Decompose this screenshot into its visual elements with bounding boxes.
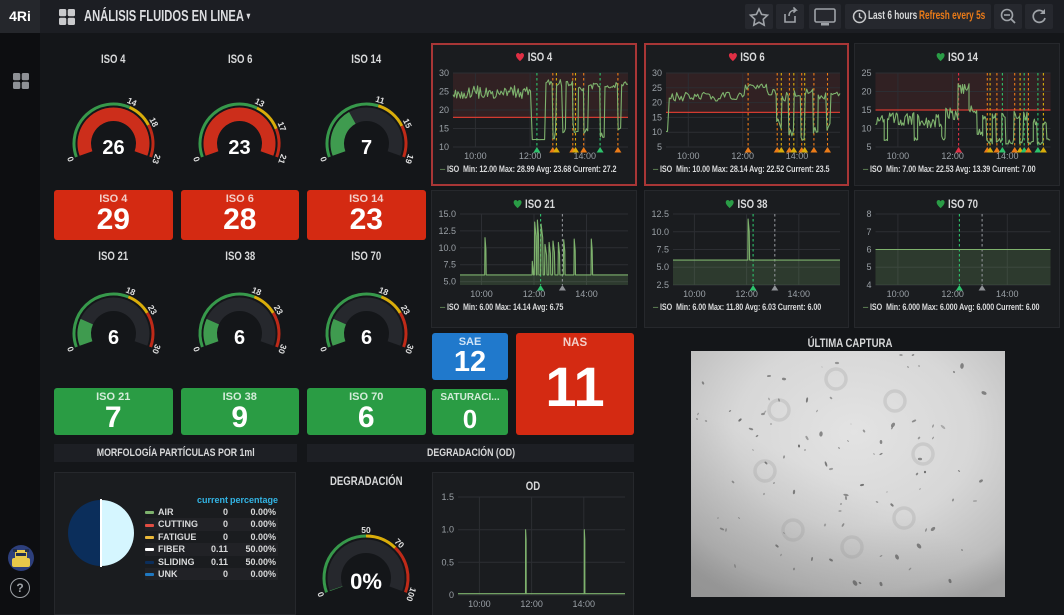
svg-text:25: 25 [439,87,449,97]
svg-text:15: 15 [652,112,662,122]
svg-text:15: 15 [861,105,871,115]
svg-text:0: 0 [449,590,454,600]
svg-text:10.0: 10.0 [651,227,669,237]
svg-text:7.5: 7.5 [443,260,456,270]
svg-text:0: 0 [315,590,326,598]
svg-text:17: 17 [276,120,289,133]
svg-text:0: 0 [191,345,202,353]
svg-text:100: 100 [404,586,418,603]
svg-text:6: 6 [361,327,372,349]
svg-text:5: 5 [657,142,662,152]
svg-text:10: 10 [439,142,449,152]
svg-text:12.5: 12.5 [438,226,456,236]
svg-text:2.5: 2.5 [656,280,669,290]
svg-text:10:00: 10:00 [470,289,493,299]
svg-text:19: 19 [403,153,416,166]
svg-text:15: 15 [401,117,414,130]
svg-text:6: 6 [108,327,119,349]
svg-text:10:00: 10:00 [677,151,700,161]
svg-text:10:00: 10:00 [887,289,910,299]
svg-text:12:00: 12:00 [519,151,542,161]
svg-text:6: 6 [866,245,871,255]
svg-text:30: 30 [276,343,289,356]
svg-text:18: 18 [250,285,263,298]
svg-text:14:00: 14:00 [575,289,598,299]
svg-text:14:00: 14:00 [996,151,1019,161]
svg-text:14:00: 14:00 [573,599,596,609]
svg-text:14:00: 14:00 [996,289,1019,299]
svg-text:6: 6 [234,327,245,349]
svg-text:23: 23 [228,137,250,159]
svg-text:13: 13 [253,96,266,109]
svg-text:10:00: 10:00 [683,289,706,299]
svg-text:18: 18 [124,285,137,298]
svg-text:30: 30 [150,343,163,356]
svg-text:14: 14 [126,95,139,108]
svg-text:26: 26 [102,137,124,159]
svg-text:7: 7 [866,227,871,237]
svg-text:1.5: 1.5 [441,492,454,502]
svg-text:30: 30 [439,68,449,78]
svg-text:50: 50 [361,525,371,535]
svg-text:5: 5 [866,142,871,152]
svg-text:10:00: 10:00 [464,151,487,161]
svg-text:7: 7 [361,137,372,159]
svg-text:0: 0 [318,155,329,163]
svg-text:12.5: 12.5 [651,209,669,219]
svg-text:10:00: 10:00 [887,151,910,161]
svg-text:23: 23 [150,153,163,166]
svg-text:20: 20 [439,105,449,115]
svg-text:11: 11 [374,94,386,106]
svg-text:10: 10 [652,127,662,137]
svg-text:8: 8 [866,209,871,219]
svg-text:5.0: 5.0 [443,277,456,287]
svg-text:30: 30 [652,68,662,78]
svg-text:18: 18 [377,285,390,298]
svg-text:18: 18 [147,116,160,129]
svg-text:25: 25 [652,83,662,93]
svg-text:20: 20 [861,87,871,97]
svg-text:12:00: 12:00 [941,289,964,299]
svg-text:20: 20 [652,98,662,108]
svg-text:0.5: 0.5 [441,557,454,567]
svg-text:12:00: 12:00 [735,289,758,299]
svg-text:30: 30 [403,343,416,356]
svg-text:14:00: 14:00 [574,151,597,161]
svg-text:4: 4 [866,280,871,290]
svg-text:0: 0 [191,155,202,163]
svg-text:25: 25 [861,68,871,78]
svg-text:5: 5 [866,262,871,272]
svg-text:0: 0 [65,345,76,353]
svg-text:12:00: 12:00 [523,289,546,299]
svg-text:12:00: 12:00 [731,151,754,161]
svg-text:0: 0 [65,155,76,163]
svg-text:10:00: 10:00 [468,599,491,609]
svg-text:14:00: 14:00 [788,289,811,299]
svg-text:12:00: 12:00 [520,599,543,609]
svg-text:7.5: 7.5 [656,245,669,255]
svg-text:1.0: 1.0 [441,525,454,535]
svg-text:12:00: 12:00 [941,151,964,161]
svg-text:0%: 0% [350,569,382,594]
svg-text:5.0: 5.0 [656,262,669,272]
svg-text:0: 0 [318,345,329,353]
svg-text:15: 15 [439,124,449,134]
svg-text:21: 21 [276,153,289,166]
svg-text:15.0: 15.0 [438,209,456,219]
svg-text:10.0: 10.0 [438,243,456,253]
svg-text:14:00: 14:00 [786,151,809,161]
svg-text:10: 10 [861,124,871,134]
